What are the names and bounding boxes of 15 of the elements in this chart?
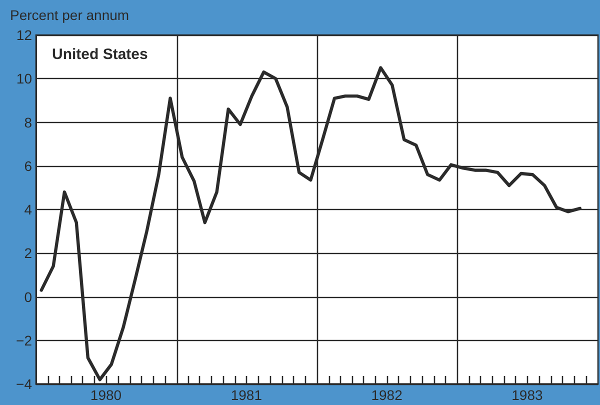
y-tick-label: −4 <box>16 376 32 392</box>
y-tick-label: 2 <box>24 245 32 262</box>
y-tick-label: 0 <box>24 288 32 305</box>
y-tick-label: 6 <box>24 158 32 174</box>
x-tick-label: 1981 <box>230 387 262 403</box>
y-axis-title: Percent per annum <box>10 7 130 23</box>
y-tick-label: −2 <box>16 332 32 348</box>
annotation: United States <box>52 46 148 63</box>
y-tick-label: 8 <box>24 114 32 130</box>
y-tick-label: 12 <box>16 27 32 43</box>
y-tick-label: 4 <box>24 202 32 218</box>
x-tick-label: 1983 <box>512 387 543 403</box>
x-tick-label: 1980 <box>90 387 122 403</box>
x-tick-label: 1982 <box>371 387 403 403</box>
y-tick-label: 10 <box>16 70 32 87</box>
